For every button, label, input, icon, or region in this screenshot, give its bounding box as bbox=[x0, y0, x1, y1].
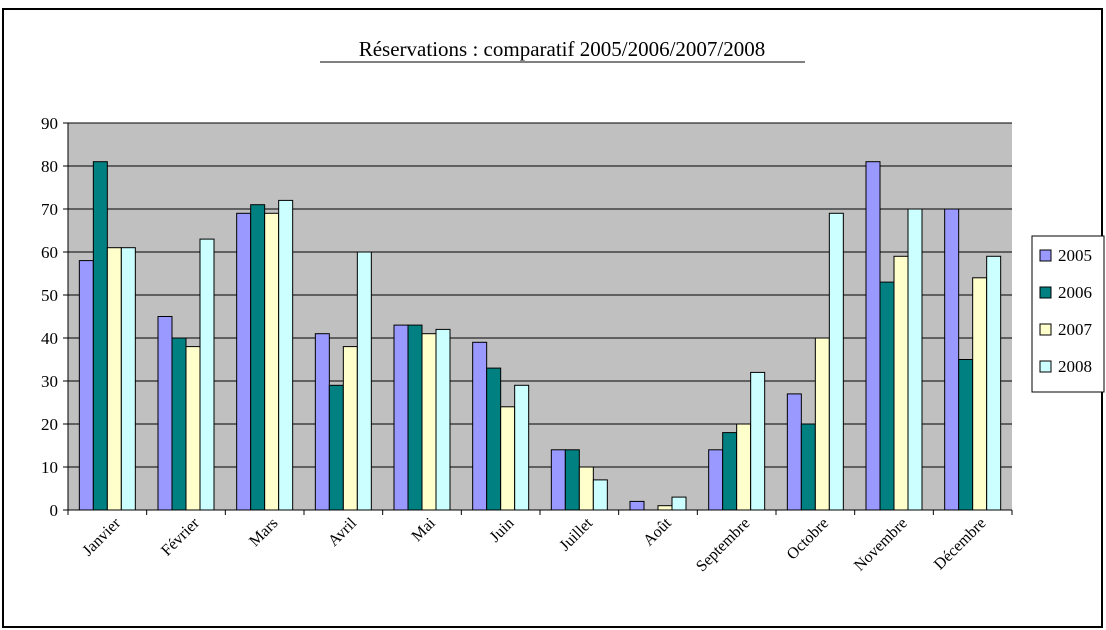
legend-swatch-2005 bbox=[1039, 249, 1052, 262]
bar-2008-8 bbox=[750, 371, 766, 511]
bar-2006-8 bbox=[722, 432, 738, 511]
bar-2005-10 bbox=[865, 161, 881, 511]
y-tick-label: 20 bbox=[41, 415, 58, 434]
bars bbox=[78, 161, 1002, 511]
legend-label: 2005 bbox=[1058, 246, 1092, 265]
y-tick-label: 90 bbox=[41, 114, 58, 133]
x-tick-label: Septembre bbox=[693, 515, 753, 575]
bar-2008-5 bbox=[514, 384, 530, 511]
legend: 2005 2006 2007 2008 bbox=[1031, 235, 1105, 393]
x-tick-label: Mai bbox=[409, 514, 440, 545]
bar-2007-6 bbox=[578, 466, 594, 511]
bar-2008-1 bbox=[199, 238, 215, 511]
bar-2006-10 bbox=[879, 281, 895, 511]
bar-2005-11 bbox=[944, 208, 960, 511]
legend-label: 2006 bbox=[1058, 283, 1092, 302]
x-tick-label: Janvier bbox=[79, 514, 124, 559]
bar-2007-8 bbox=[736, 423, 752, 511]
x-tick-label: Juillet bbox=[556, 514, 596, 554]
bar-2007-1 bbox=[185, 346, 201, 511]
y-tick-label: 40 bbox=[41, 329, 58, 348]
legend-label: 2008 bbox=[1058, 357, 1092, 376]
bar-2007-7 bbox=[657, 505, 673, 511]
y-tick-label: 10 bbox=[41, 458, 58, 477]
bar-2008-7 bbox=[671, 496, 687, 511]
bar-2008-6 bbox=[592, 479, 608, 511]
bar-2005-0 bbox=[78, 260, 94, 511]
bar-2006-9 bbox=[800, 423, 816, 511]
x-tick-label: Avril bbox=[325, 514, 360, 549]
bar-2008-4 bbox=[435, 328, 451, 511]
y-tick-label: 70 bbox=[41, 200, 58, 219]
legend-swatch-2007 bbox=[1039, 323, 1052, 336]
x-tick-label: Novembre bbox=[851, 515, 911, 575]
bar-2008-10 bbox=[907, 208, 923, 511]
bar-2007-2 bbox=[264, 212, 280, 511]
x-tick-label: Août bbox=[640, 514, 675, 549]
x-tick-label: Juin bbox=[487, 515, 518, 546]
bar-2006-5 bbox=[486, 367, 502, 511]
x-tick-label: Décembre bbox=[931, 515, 990, 574]
bar-2007-11 bbox=[972, 277, 988, 511]
bar-2006-4 bbox=[407, 324, 423, 511]
bar-2005-6 bbox=[550, 449, 566, 511]
bar-2005-5 bbox=[472, 341, 488, 511]
bar-2007-3 bbox=[342, 346, 358, 511]
y-axis-ticks: 0 10 20 30 40 50 60 70 80 90 bbox=[41, 114, 68, 520]
bar-2005-8 bbox=[708, 449, 724, 511]
bar-2005-2 bbox=[236, 212, 252, 511]
bar-2006-3 bbox=[328, 384, 344, 511]
plot-area bbox=[68, 123, 1012, 510]
x-axis-ticks: Janvier Février Mars Avril Mai Juin Juillet Aoû… bbox=[67, 510, 1013, 575]
bar-2005-1 bbox=[157, 316, 173, 511]
y-tick-label: 50 bbox=[41, 286, 58, 305]
bar-2006-0 bbox=[92, 161, 108, 511]
bar-2007-5 bbox=[500, 406, 516, 511]
y-tick-label: 60 bbox=[41, 243, 58, 262]
bar-2008-11 bbox=[986, 255, 1002, 511]
chart-title: Réservations : comparatif 2005/2006/2007… bbox=[359, 37, 766, 61]
legend-swatch-2008 bbox=[1039, 360, 1052, 373]
bar-2006-2 bbox=[250, 204, 266, 511]
x-tick-label: Février bbox=[158, 514, 203, 559]
legend-swatch-2006 bbox=[1039, 286, 1052, 299]
bar-2008-3 bbox=[356, 251, 372, 511]
bar-2007-9 bbox=[814, 337, 830, 511]
gridlines bbox=[68, 122, 1012, 468]
y-tick-label: 80 bbox=[41, 157, 58, 176]
bar-2005-9 bbox=[786, 393, 802, 511]
bar-2008-9 bbox=[828, 212, 844, 511]
y-tick-label: 30 bbox=[41, 372, 58, 391]
bar-2005-4 bbox=[393, 324, 409, 511]
x-tick-label: Octobre bbox=[784, 515, 832, 563]
bar-2006-6 bbox=[564, 449, 580, 511]
legend-label: 2007 bbox=[1058, 320, 1093, 339]
bar-2006-1 bbox=[171, 337, 187, 511]
bar-2006-11 bbox=[958, 359, 974, 511]
bar-2005-3 bbox=[314, 333, 330, 511]
bar-2007-4 bbox=[421, 333, 437, 511]
bar-2007-10 bbox=[893, 255, 909, 511]
bar-2008-0 bbox=[120, 247, 136, 511]
y-tick-label: 0 bbox=[50, 501, 59, 520]
bar-2007-0 bbox=[106, 247, 122, 511]
bar-2005-7 bbox=[629, 500, 645, 511]
bar-2008-2 bbox=[278, 199, 294, 511]
x-tick-label: Mars bbox=[246, 515, 281, 550]
